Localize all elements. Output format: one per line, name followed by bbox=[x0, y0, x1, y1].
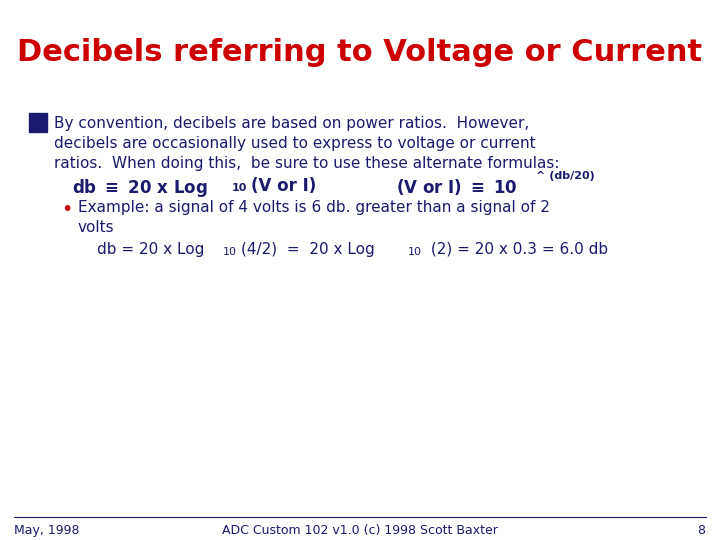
Text: db $\mathbf{\equiv}$ 20 x Log: db $\mathbf{\equiv}$ 20 x Log bbox=[72, 177, 208, 199]
Text: 10: 10 bbox=[232, 183, 247, 193]
Text: (V or I): (V or I) bbox=[251, 177, 316, 195]
Text: Example: a signal of 4 volts is 6 db. greater than a signal of 2: Example: a signal of 4 volts is 6 db. gr… bbox=[78, 200, 549, 215]
Text: •: • bbox=[61, 200, 73, 219]
Text: Decibels referring to Voltage or Current: Decibels referring to Voltage or Current bbox=[17, 38, 703, 67]
Text: ADC Custom 102 v1.0 (c) 1998 Scott Baxter: ADC Custom 102 v1.0 (c) 1998 Scott Baxte… bbox=[222, 524, 498, 537]
Text: (2) = 20 x 0.3 = 6.0 db: (2) = 20 x 0.3 = 6.0 db bbox=[426, 242, 608, 257]
Bar bbox=[29, 113, 47, 132]
Text: May, 1998: May, 1998 bbox=[14, 524, 80, 537]
Text: 10: 10 bbox=[408, 247, 422, 258]
Text: volts: volts bbox=[78, 220, 114, 235]
Text: (4/2)  =  20 x Log: (4/2) = 20 x Log bbox=[241, 242, 375, 257]
Text: (V or I) $\mathbf{\equiv}$ 10: (V or I) $\mathbf{\equiv}$ 10 bbox=[396, 177, 518, 197]
Text: ratios.  When doing this,  be sure to use these alternate formulas:: ratios. When doing this, be sure to use … bbox=[54, 156, 559, 171]
Text: By convention, decibels are based on power ratios.  However,: By convention, decibels are based on pow… bbox=[54, 116, 529, 131]
Text: 8: 8 bbox=[698, 524, 706, 537]
Text: 10: 10 bbox=[223, 247, 237, 258]
Text: ^ (db/20): ^ (db/20) bbox=[536, 171, 595, 181]
Text: decibels are occasionally used to express to voltage or current: decibels are occasionally used to expres… bbox=[54, 136, 536, 151]
Text: db = 20 x Log: db = 20 x Log bbox=[97, 242, 204, 257]
